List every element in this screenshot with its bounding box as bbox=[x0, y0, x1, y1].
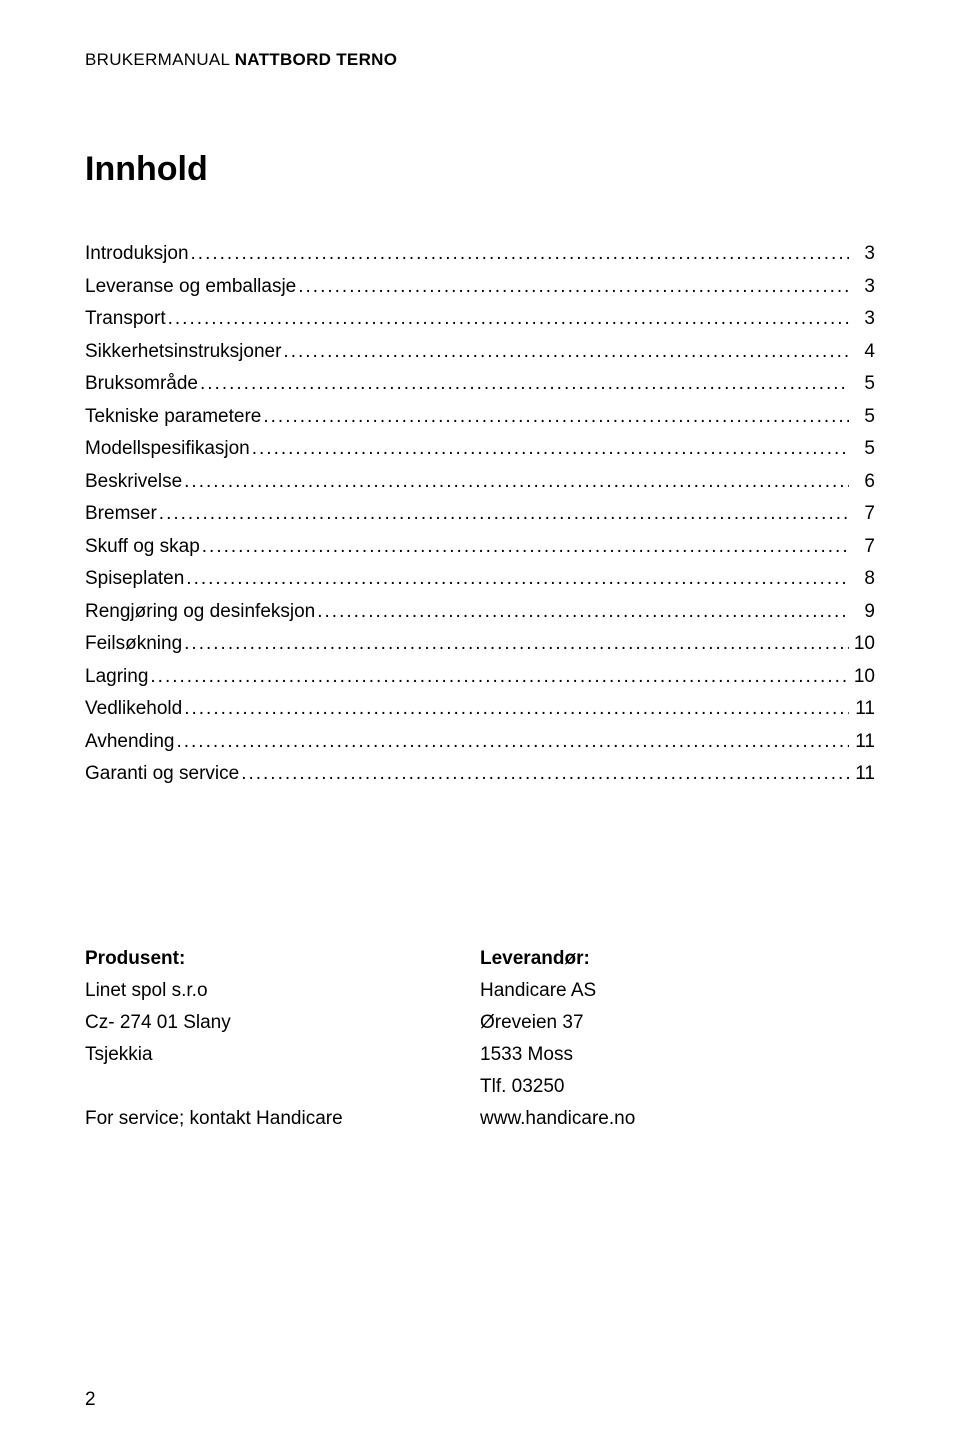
toc-leader-dots bbox=[200, 374, 849, 393]
toc-entry-label: Tekniske parametere bbox=[85, 407, 261, 426]
toc-entry-page: 11 bbox=[851, 699, 875, 718]
toc-entry-label: Feilsøkning bbox=[85, 634, 182, 653]
toc-entry: Spiseplaten 8 bbox=[85, 569, 875, 588]
header-title: NATTBORD TERNO bbox=[235, 50, 398, 69]
toc-entry-page: 6 bbox=[851, 472, 875, 491]
toc-entry: Transport 3 bbox=[85, 309, 875, 328]
toc-entry-page: 10 bbox=[851, 634, 875, 653]
toc-leader-dots bbox=[283, 342, 849, 361]
toc-entry-label: Vedlikehold bbox=[85, 699, 182, 718]
toc-leader-dots bbox=[252, 439, 849, 458]
table-of-contents: Introduksjon3Leveranse og emballasje3Tra… bbox=[85, 244, 875, 783]
producer-line: Linet spol s.r.o bbox=[85, 975, 480, 1007]
toc-entry: Feilsøkning 10 bbox=[85, 634, 875, 653]
toc-entry-label: Transport bbox=[85, 309, 166, 328]
toc-entry-label: Avhending bbox=[85, 732, 174, 751]
supplier-line: www.handicare.no bbox=[480, 1103, 875, 1135]
producer-line bbox=[85, 1071, 480, 1103]
supplier-line: Tlf. 03250 bbox=[480, 1071, 875, 1103]
toc-entry-page: 3 bbox=[851, 309, 875, 328]
toc-entry-page: 8 bbox=[851, 569, 875, 588]
toc-entry-label: Lagring bbox=[85, 667, 148, 686]
header-prefix: BRUKERMANUAL bbox=[85, 50, 230, 69]
running-header: BRUKERMANUAL NATTBORD TERNO bbox=[85, 50, 875, 70]
toc-leader-dots bbox=[150, 667, 849, 686]
supplier-column: Leverandør:Handicare ASØreveien 371533 M… bbox=[480, 943, 875, 1134]
toc-leader-dots bbox=[191, 244, 849, 263]
toc-leader-dots bbox=[176, 732, 849, 751]
toc-entry: Bremser 7 bbox=[85, 504, 875, 523]
toc-leader-dots bbox=[184, 634, 849, 653]
toc-entry: Lagring 10 bbox=[85, 667, 875, 686]
toc-leader-dots bbox=[186, 569, 849, 588]
toc-leader-dots bbox=[202, 537, 849, 556]
toc-entry-page: 10 bbox=[851, 667, 875, 686]
toc-entry-label: Beskrivelse bbox=[85, 472, 182, 491]
producer-column: Produsent:Linet spol s.r.oCz- 274 01 Sla… bbox=[85, 943, 480, 1134]
toc-entry: Bruksområde 5 bbox=[85, 374, 875, 393]
toc-entry: Introduksjon 3 bbox=[85, 244, 875, 263]
contact-info-block: Produsent:Linet spol s.r.oCz- 274 01 Sla… bbox=[85, 943, 875, 1134]
toc-entry: Skuff og skap 7 bbox=[85, 537, 875, 556]
toc-entry-page: 5 bbox=[851, 374, 875, 393]
toc-entry-label: Bruksområde bbox=[85, 374, 198, 393]
toc-entry-label: Modellspesifikasjon bbox=[85, 439, 250, 458]
toc-entry-page: 11 bbox=[851, 764, 875, 783]
toc-entry: Modellspesifikasjon 5 bbox=[85, 439, 875, 458]
toc-entry-page: 3 bbox=[851, 244, 875, 263]
supplier-line: Handicare AS bbox=[480, 975, 875, 1007]
toc-entry-label: Skuff og skap bbox=[85, 537, 200, 556]
toc-leader-dots bbox=[298, 277, 849, 296]
toc-entry: Tekniske parametere 5 bbox=[85, 407, 875, 426]
toc-entry-page: 7 bbox=[851, 537, 875, 556]
toc-heading: Innhold bbox=[85, 150, 875, 189]
producer-heading: Produsent: bbox=[85, 943, 480, 975]
toc-leader-dots bbox=[184, 699, 849, 718]
toc-entry-label: Leveranse og emballasje bbox=[85, 277, 296, 296]
producer-line: For service; kontakt Handicare bbox=[85, 1103, 480, 1135]
toc-leader-dots bbox=[168, 309, 849, 328]
page-number: 2 bbox=[85, 1389, 96, 1411]
toc-entry-label: Introduksjon bbox=[85, 244, 189, 263]
supplier-line: Øreveien 37 bbox=[480, 1007, 875, 1039]
toc-entry: Leveranse og emballasje 3 bbox=[85, 277, 875, 296]
toc-entry-page: 5 bbox=[851, 407, 875, 426]
toc-entry-label: Rengjøring og desinfeksjon bbox=[85, 602, 315, 621]
toc-leader-dots bbox=[184, 472, 849, 491]
toc-entry-page: 7 bbox=[851, 504, 875, 523]
supplier-heading: Leverandør: bbox=[480, 943, 875, 975]
toc-entry-page: 9 bbox=[851, 602, 875, 621]
toc-entry: Vedlikehold 11 bbox=[85, 699, 875, 718]
toc-entry-page: 4 bbox=[851, 342, 875, 361]
toc-entry-page: 5 bbox=[851, 439, 875, 458]
toc-entry-label: Bremser bbox=[85, 504, 157, 523]
toc-entry: Sikkerhetsinstruksjoner 4 bbox=[85, 342, 875, 361]
toc-leader-dots bbox=[241, 764, 849, 783]
toc-leader-dots bbox=[159, 504, 849, 523]
toc-entry: Rengjøring og desinfeksjon 9 bbox=[85, 602, 875, 621]
toc-entry: Beskrivelse 6 bbox=[85, 472, 875, 491]
toc-entry-page: 11 bbox=[851, 732, 875, 751]
toc-entry: Garanti og service 11 bbox=[85, 764, 875, 783]
toc-entry: Avhending 11 bbox=[85, 732, 875, 751]
document-page: BRUKERMANUAL NATTBORD TERNO Innhold Intr… bbox=[0, 0, 960, 1455]
toc-entry-page: 3 bbox=[851, 277, 875, 296]
producer-line: Cz- 274 01 Slany bbox=[85, 1007, 480, 1039]
supplier-line: 1533 Moss bbox=[480, 1039, 875, 1071]
producer-line: Tsjekkia bbox=[85, 1039, 480, 1071]
toc-entry-label: Sikkerhetsinstruksjoner bbox=[85, 342, 281, 361]
toc-entry-label: Spiseplaten bbox=[85, 569, 184, 588]
toc-leader-dots bbox=[317, 602, 849, 621]
toc-entry-label: Garanti og service bbox=[85, 764, 239, 783]
toc-leader-dots bbox=[263, 407, 849, 426]
